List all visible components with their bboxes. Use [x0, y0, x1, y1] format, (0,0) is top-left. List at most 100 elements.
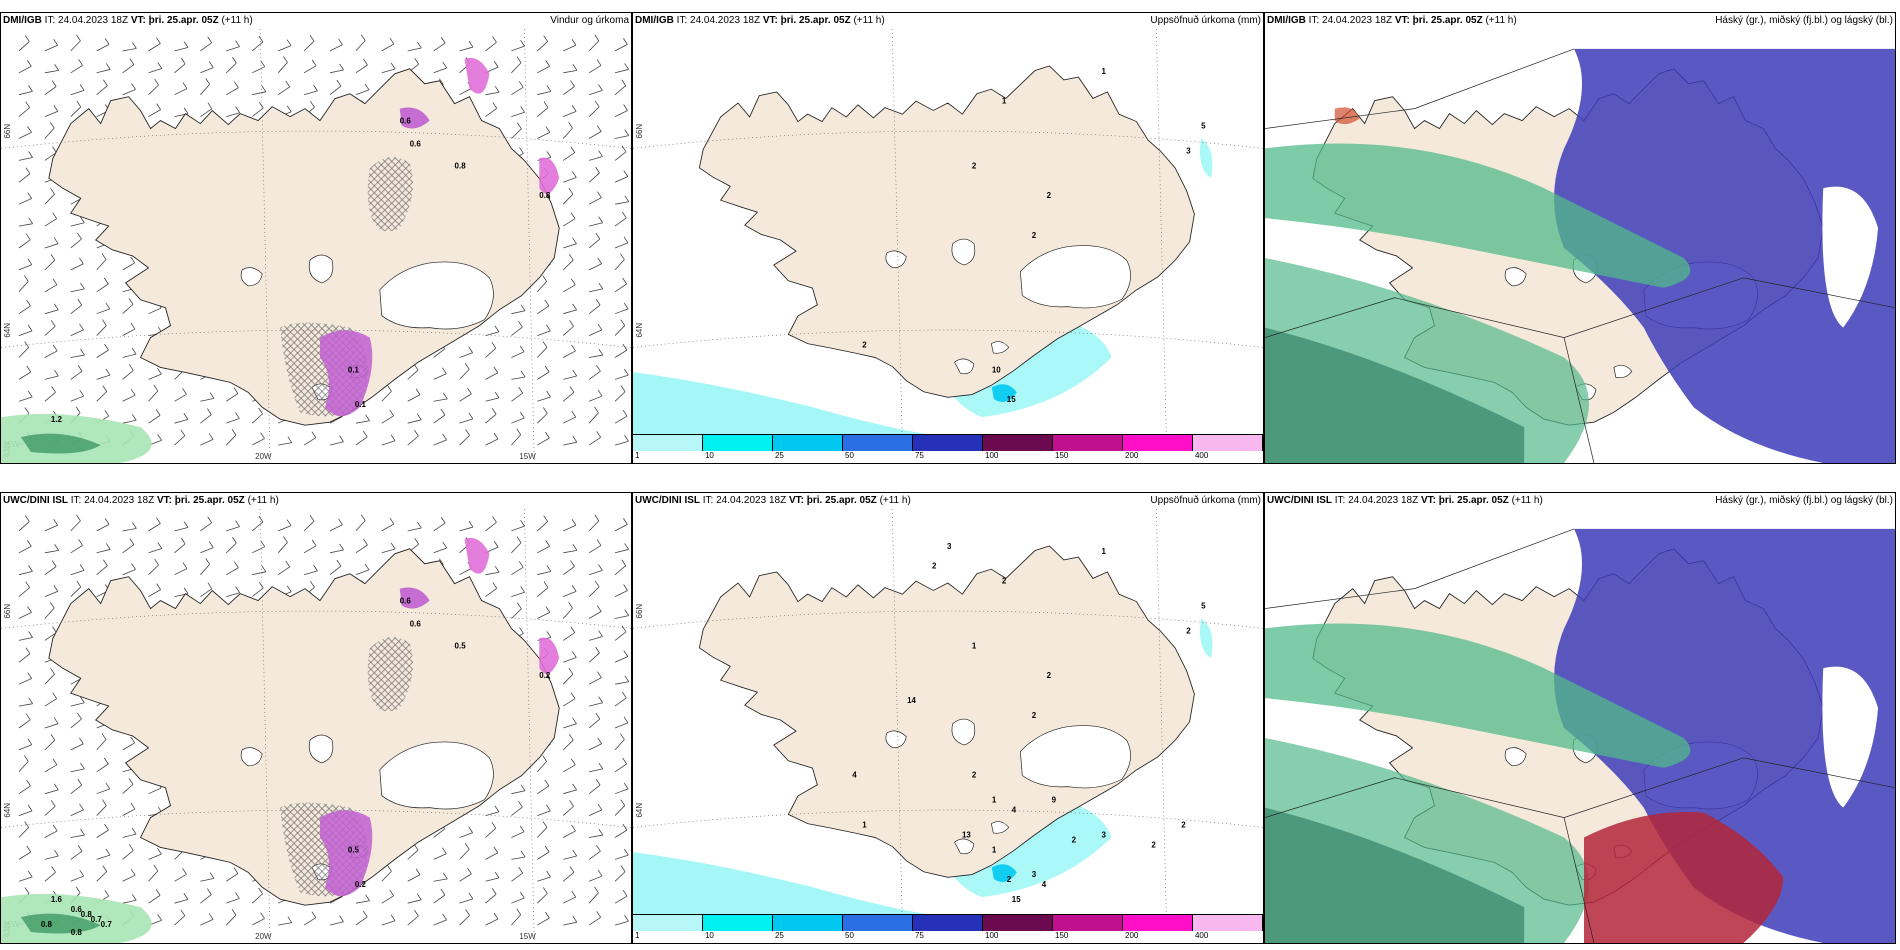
- wind-barb-flag: [598, 828, 604, 836]
- wind-barb-flag: [155, 889, 161, 896]
- wind-barb: [588, 809, 603, 816]
- wind-barb: [174, 47, 189, 52]
- wind-barb-flag: [80, 828, 85, 836]
- wind-barb-flag: [570, 626, 576, 633]
- wind-barb-flag: [468, 40, 474, 48]
- wind-barb: [122, 784, 134, 794]
- snow-hatch-area: [367, 636, 414, 712]
- wind-barb: [511, 566, 524, 576]
- wind-barb-flag: [365, 894, 370, 901]
- wind-barb-flag: [339, 915, 344, 922]
- colorbar-label: 10: [704, 931, 714, 940]
- wind-barb: [355, 544, 368, 554]
- wind-barb: [174, 88, 188, 96]
- wind-barb: [537, 65, 550, 74]
- wind-barb-flag: [520, 784, 526, 792]
- wind-barb-flag: [545, 606, 551, 613]
- accum-area: [1199, 138, 1213, 179]
- sector-line: [1563, 817, 1595, 943]
- wind-barb-flag: [492, 36, 497, 43]
- wind-barb: [122, 850, 134, 860]
- wind-barb-flag: [180, 537, 186, 545]
- wind-barb-flag: [414, 909, 419, 917]
- wind-barb-flag: [465, 429, 470, 436]
- wind-barb: [200, 414, 212, 424]
- wind-barb: [44, 44, 58, 52]
- wind-barb-flag: [52, 344, 58, 352]
- wind-barb-flag: [208, 913, 214, 920]
- wind-barb: [485, 372, 498, 380]
- wind-barb-flag: [104, 343, 109, 351]
- wind-barb: [589, 156, 603, 161]
- lead-time: (+11 h): [221, 15, 253, 26]
- wind-barb-flag: [621, 145, 627, 153]
- wind-barb-flag: [623, 104, 628, 111]
- wind-barb-flag: [440, 888, 446, 896]
- wind-barb: [70, 768, 85, 773]
- colorbar-label: 100: [985, 931, 999, 940]
- wind-barb-flag: [492, 516, 497, 523]
- wind-barb: [562, 805, 574, 816]
- glacier: [990, 341, 1010, 354]
- colorbar-swatch: [703, 435, 773, 451]
- wind-barb: [459, 46, 474, 52]
- accum-value-label: 3: [1186, 146, 1191, 155]
- wind-barb-flag: [569, 320, 574, 327]
- wind-barb-flag: [621, 625, 627, 633]
- wind-barb: [174, 527, 189, 532]
- colorbar-label: 10: [704, 451, 714, 460]
- glacier: [990, 821, 1010, 834]
- wind-barb-flag: [520, 39, 525, 47]
- wind-barb-flag: [520, 106, 525, 113]
- wind-barb: [70, 395, 84, 402]
- wind-barb: [485, 413, 497, 424]
- wind-barb-flag: [207, 102, 213, 110]
- longitude-line: [524, 29, 535, 463]
- wind-barb-flag: [208, 433, 214, 440]
- wind-barb-flag: [283, 536, 288, 543]
- wind-barb-flag: [568, 667, 574, 675]
- wind-barb: [70, 354, 85, 358]
- accum-area: [633, 372, 933, 435]
- graticule: 66N 64N: [633, 29, 1263, 435]
- wind-barb-flag: [491, 888, 497, 895]
- wind-barb-flag: [494, 871, 500, 879]
- wind-barb: [588, 106, 600, 117]
- wind-barb: [563, 284, 576, 293]
- wind-barb: [303, 65, 317, 74]
- wind-barb-flag: [26, 540, 32, 547]
- wind-barb: [537, 413, 548, 424]
- longitude-line: [1156, 509, 1167, 915]
- wind-barb: [511, 128, 522, 139]
- wind-barb-flag: [129, 538, 135, 545]
- panel-header: DMI/IGB IT: 24.04.2023 18Z VT: þri. 25.a…: [1265, 13, 1895, 29]
- wind-barb-flag: [208, 61, 214, 68]
- wind-barb: [70, 850, 83, 860]
- wind-barb: [44, 607, 55, 619]
- wind-barb: [511, 525, 525, 532]
- wind-barb-flag: [571, 585, 577, 592]
- wind-barb: [303, 90, 318, 96]
- wind-barb-flag: [544, 299, 550, 307]
- wind-barb-flag: [336, 559, 342, 567]
- wind-barb-flag: [516, 428, 522, 435]
- wind-barb-flag: [542, 755, 547, 762]
- wind-barb-flag: [76, 514, 81, 522]
- wind-barb: [614, 681, 629, 685]
- colorbar-swatch: [1193, 435, 1263, 451]
- wind-barb-flag: [360, 514, 366, 521]
- wind-barb: [200, 397, 215, 402]
- wind-barb-flag: [287, 916, 293, 923]
- lead-time: (+11 h): [1511, 495, 1543, 506]
- wind-barb-flag: [622, 757, 627, 765]
- wind-barb-flag: [494, 566, 500, 573]
- glacier: [379, 741, 494, 810]
- wind-barb: [18, 281, 29, 293]
- wind-barb: [588, 520, 600, 532]
- wind-barb: [562, 872, 575, 882]
- wind-barb-flag: [103, 79, 108, 86]
- wind-barb-flag: [439, 558, 444, 565]
- wind-barb-flag: [519, 345, 525, 353]
- wind-barb-flag: [24, 35, 30, 42]
- wind-barb-flag: [54, 64, 59, 71]
